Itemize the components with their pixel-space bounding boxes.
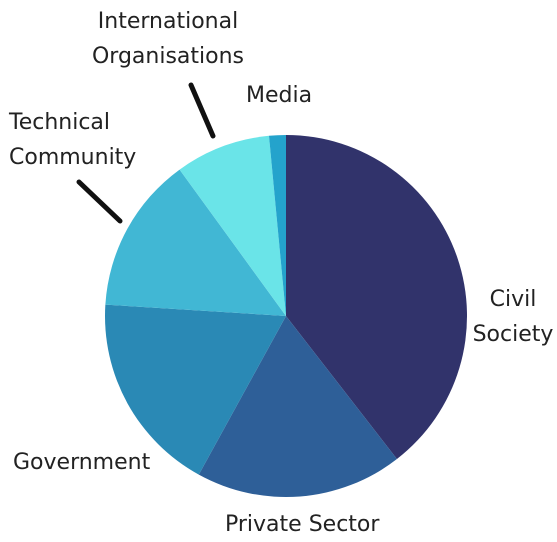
label-international-organisations: International Organisations bbox=[88, 4, 248, 74]
pie-slice-international-organisations bbox=[179, 135, 286, 316]
pie-slice-civil-society bbox=[286, 135, 468, 460]
pie-slice-technical-community bbox=[105, 169, 286, 316]
label-line: Technical bbox=[9, 110, 111, 135]
label-line: Media bbox=[246, 83, 313, 108]
pie-slice-private-sector bbox=[198, 316, 397, 498]
label-line: Organisations bbox=[91, 44, 245, 69]
pie-slice-government bbox=[105, 304, 286, 475]
label-media: Media bbox=[246, 78, 312, 113]
label-line: International bbox=[97, 9, 239, 34]
pie-slices bbox=[105, 135, 468, 498]
leader-line-international-organisations bbox=[188, 82, 216, 139]
label-line: Private Sector bbox=[225, 512, 380, 537]
label-technical-community: Technical Community bbox=[9, 105, 136, 175]
label-line: Civil bbox=[489, 287, 537, 312]
label-private-sector: Private Sector bbox=[225, 507, 379, 542]
label-civil-society: Civil Society bbox=[470, 282, 556, 352]
label-government: Government bbox=[13, 445, 150, 480]
leader-line-technical-community bbox=[76, 179, 123, 224]
label-line: Society bbox=[472, 322, 554, 347]
label-line: Government bbox=[13, 450, 151, 475]
label-line: Community bbox=[9, 145, 137, 170]
pie-slice-media bbox=[268, 135, 286, 316]
